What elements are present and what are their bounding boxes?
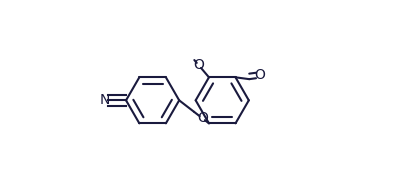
Text: N: N (99, 93, 109, 107)
Text: O: O (194, 58, 204, 72)
Text: O: O (254, 68, 265, 82)
Text: O: O (197, 111, 208, 125)
